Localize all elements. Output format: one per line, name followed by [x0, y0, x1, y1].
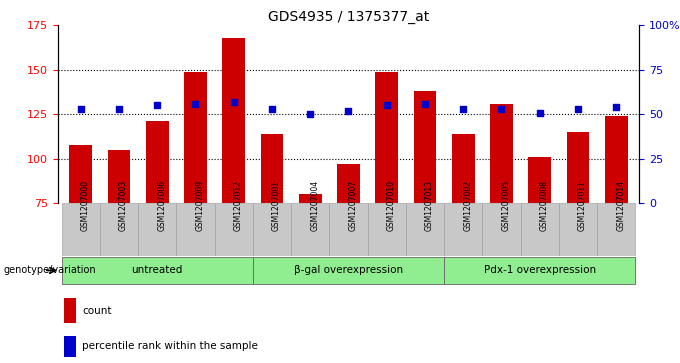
Point — [305, 111, 316, 117]
Point — [611, 104, 622, 110]
Text: GSM1207003: GSM1207003 — [119, 180, 128, 232]
Point — [152, 102, 163, 108]
Bar — [444, 203, 482, 256]
Point — [267, 106, 277, 112]
Bar — [138, 203, 176, 256]
Bar — [521, 203, 559, 256]
Text: count: count — [82, 306, 112, 316]
Bar — [299, 195, 322, 203]
Point — [458, 106, 469, 112]
Bar — [253, 257, 444, 284]
Bar — [337, 164, 360, 203]
Text: Pdx-1 overexpression: Pdx-1 overexpression — [483, 265, 596, 275]
Point — [573, 106, 583, 112]
Bar — [260, 134, 284, 203]
Text: GSM1207013: GSM1207013 — [425, 180, 434, 231]
Bar — [62, 203, 100, 256]
Bar — [413, 91, 437, 203]
Point — [381, 102, 392, 108]
Bar — [253, 203, 291, 256]
Bar — [597, 203, 635, 256]
Bar — [444, 257, 635, 284]
Text: GSM1207010: GSM1207010 — [387, 180, 396, 231]
Bar — [107, 150, 131, 203]
Bar — [291, 203, 329, 256]
Bar — [100, 203, 138, 256]
Bar — [605, 116, 628, 203]
Bar — [406, 203, 444, 256]
Point — [228, 99, 239, 105]
Text: GSM1207001: GSM1207001 — [272, 180, 281, 231]
Text: GSM1207014: GSM1207014 — [616, 180, 625, 231]
Point — [343, 108, 354, 114]
Text: β-gal overexpression: β-gal overexpression — [294, 265, 403, 275]
Text: GSM1207000: GSM1207000 — [81, 180, 90, 232]
Bar — [490, 104, 513, 203]
Bar — [69, 144, 92, 203]
Bar — [64, 335, 76, 357]
Bar — [452, 134, 475, 203]
Text: GSM1207007: GSM1207007 — [348, 180, 358, 232]
Title: GDS4935 / 1375377_at: GDS4935 / 1375377_at — [268, 11, 429, 24]
Text: GSM1207002: GSM1207002 — [463, 180, 472, 231]
Bar — [215, 203, 253, 256]
Bar — [329, 203, 368, 256]
Point — [534, 110, 545, 115]
Text: GSM1207005: GSM1207005 — [501, 180, 511, 232]
Bar — [176, 203, 215, 256]
Point — [190, 101, 201, 107]
Bar — [375, 72, 398, 203]
Bar — [368, 203, 406, 256]
Point — [420, 101, 430, 107]
Bar — [62, 257, 253, 284]
Bar — [146, 122, 169, 203]
Point — [496, 106, 507, 112]
Point — [75, 106, 86, 112]
Text: GSM1207011: GSM1207011 — [578, 180, 587, 231]
Point — [114, 106, 124, 112]
Text: GSM1207009: GSM1207009 — [196, 180, 205, 232]
Text: GSM1207004: GSM1207004 — [310, 180, 319, 232]
Bar — [64, 298, 76, 323]
Bar — [222, 38, 245, 203]
Bar — [528, 157, 551, 203]
Bar — [559, 203, 597, 256]
Bar — [184, 72, 207, 203]
Text: genotype/variation: genotype/variation — [3, 265, 96, 276]
Bar — [482, 203, 521, 256]
Bar — [566, 132, 590, 203]
Text: GSM1207006: GSM1207006 — [157, 180, 166, 232]
Text: percentile rank within the sample: percentile rank within the sample — [82, 341, 258, 351]
Text: GSM1207012: GSM1207012 — [234, 180, 243, 231]
Text: untreated: untreated — [131, 265, 183, 275]
Text: GSM1207008: GSM1207008 — [540, 180, 549, 231]
